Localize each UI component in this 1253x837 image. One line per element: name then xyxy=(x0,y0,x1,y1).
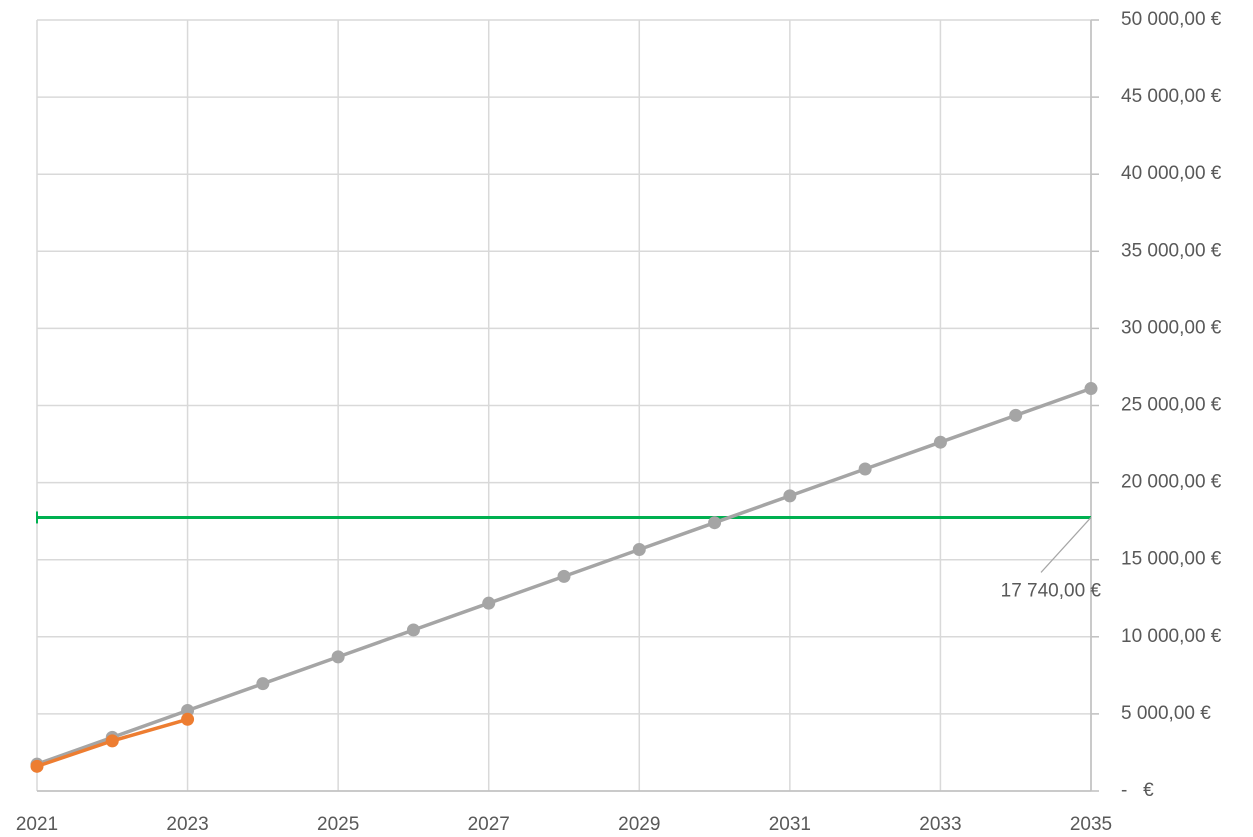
y-tick-label: 5 000,00 € xyxy=(1121,703,1211,724)
annotation-label: 17 740,00 € xyxy=(1001,580,1102,601)
data-point xyxy=(256,677,270,691)
data-point xyxy=(181,712,195,726)
data-point xyxy=(105,734,119,748)
data-point xyxy=(557,569,571,583)
data-point xyxy=(331,650,345,664)
y-tick-label: 40 000,00 € xyxy=(1121,163,1222,184)
data-point xyxy=(406,623,420,637)
data-point xyxy=(1009,408,1023,422)
y-tick-label: 10 000,00 € xyxy=(1121,626,1222,647)
annotation-leader xyxy=(1040,517,1092,573)
x-tick-label: 2035 xyxy=(1070,814,1112,835)
data-point xyxy=(482,596,496,610)
y-tick-label: 20 000,00 € xyxy=(1121,472,1222,493)
y-tick-label: 50 000,00 € xyxy=(1121,9,1222,30)
data-point xyxy=(30,759,44,773)
x-tick-label: 2023 xyxy=(166,814,208,835)
y-tick-label: 45 000,00 € xyxy=(1121,86,1222,107)
data-point xyxy=(708,516,722,530)
data-point xyxy=(632,543,646,557)
x-tick-label: 2031 xyxy=(769,814,811,835)
data-point xyxy=(858,462,872,476)
data-point xyxy=(933,435,947,449)
x-tick-label: 2029 xyxy=(618,814,660,835)
y-tick-label: - € xyxy=(1121,780,1154,801)
x-tick-label: 2027 xyxy=(468,814,510,835)
y-tick-label: 30 000,00 € xyxy=(1121,317,1222,338)
data-point xyxy=(783,489,797,503)
y-tick-label: 15 000,00 € xyxy=(1121,549,1222,570)
data-point xyxy=(1084,382,1098,396)
y-tick-label: 25 000,00 € xyxy=(1121,395,1222,416)
x-tick-label: 2021 xyxy=(16,814,58,835)
x-tick-label: 2033 xyxy=(919,814,961,835)
x-tick-label: 2025 xyxy=(317,814,359,835)
y-tick-label: 35 000,00 € xyxy=(1121,240,1222,261)
